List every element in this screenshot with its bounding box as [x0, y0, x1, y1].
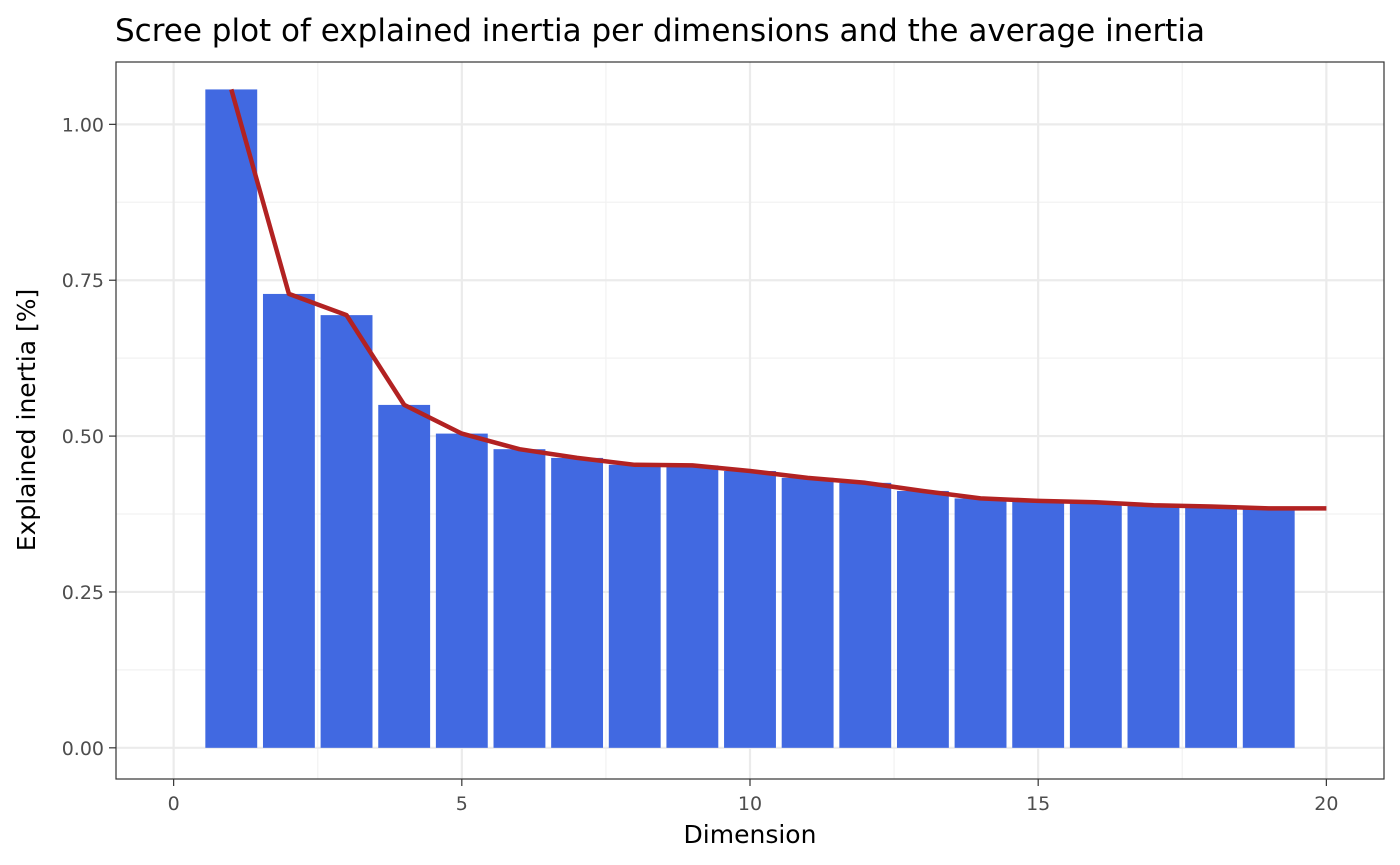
y-tick-label: 0.50	[62, 426, 104, 448]
bar-dimension-7	[551, 457, 604, 748]
chart-title: Scree plot of explained inertia per dime…	[115, 13, 1205, 49]
bar-dimension-18	[1185, 506, 1238, 748]
y-axis: 0.00 0.25 0.50 0.75 1.00	[62, 114, 116, 760]
y-tick-label: 1.00	[62, 114, 104, 136]
y-axis-title: Explained inertia [%]	[12, 289, 41, 551]
y-tick-label: 0.00	[62, 738, 104, 760]
average-inertia-line	[229, 88, 1327, 511]
bar-dimension-12	[839, 482, 892, 748]
x-tick-label: 0	[168, 793, 180, 815]
bar-dimension-9	[666, 465, 719, 748]
y-tick-label: 0.75	[62, 270, 104, 292]
bar-dimension-16	[1069, 502, 1122, 748]
bar-dimension-2	[262, 293, 315, 748]
bar-dimension-5	[435, 433, 488, 748]
bar-dimension-4	[378, 404, 431, 748]
bar-dimension-11	[781, 477, 834, 748]
x-tick-label: 15	[1026, 793, 1050, 815]
x-axis-title: Dimension	[684, 820, 817, 849]
bar-dimension-8	[608, 464, 661, 748]
bar-dimension-6	[493, 449, 546, 748]
bar-dimension-13	[896, 490, 949, 748]
bar-dimension-3	[320, 315, 373, 748]
bar-dimension-19	[1242, 508, 1295, 748]
y-tick-label: 0.25	[62, 582, 104, 604]
bar-dimension-15	[1012, 500, 1065, 748]
bar-dimension-14	[954, 498, 1007, 748]
bars	[205, 89, 1295, 748]
x-tick-label: 10	[738, 793, 762, 815]
bar-dimension-17	[1127, 505, 1180, 748]
x-tick-label: 5	[456, 793, 468, 815]
bar-dimension-10	[724, 471, 776, 748]
bar-dimension-1	[205, 89, 258, 748]
plot-area	[115, 61, 1385, 780]
x-tick-label: 20	[1314, 793, 1338, 815]
x-axis: 0 5 10 15 20	[168, 779, 1338, 815]
